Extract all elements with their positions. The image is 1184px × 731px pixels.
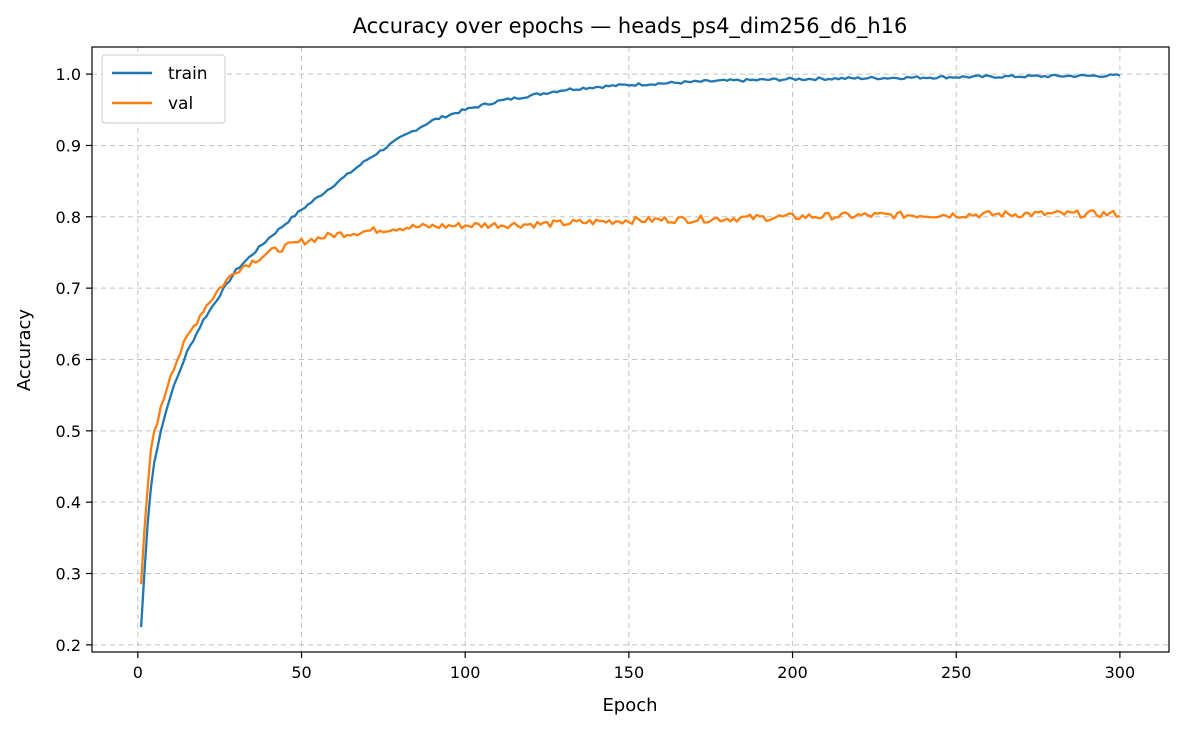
x-tick-label: 300	[1105, 663, 1136, 682]
y-tick-label: 0.8	[56, 208, 81, 227]
x-tick-label: 0	[133, 663, 143, 682]
x-axis-label: Epoch	[602, 695, 657, 716]
y-tick-label: 1.0	[56, 65, 81, 84]
x-tick-label: 150	[614, 663, 645, 682]
x-tick-label: 100	[450, 663, 481, 682]
y-tick-label: 0.3	[56, 565, 81, 584]
plot-frame	[91, 46, 1170, 653]
ticks-layer: 0 50 100 150 200 250 300 0.2 0.3 0.4 0.5 0.6 0.7 0.8 0…	[56, 65, 1136, 682]
x-tick-label: 200	[777, 663, 808, 682]
lines-layer	[139, 73, 1121, 628]
x-tick-label: 50	[291, 663, 311, 682]
series-line-train	[139, 73, 1121, 628]
y-tick-label: 0.6	[56, 350, 81, 369]
grid-layer	[92, 47, 1169, 652]
y-tick-label: 0.5	[56, 422, 81, 441]
y-tick-label: 0.4	[56, 493, 81, 512]
legend: train val	[101, 54, 226, 124]
chart-title: Accuracy over epochs — heads_ps4_dim256_…	[353, 14, 908, 39]
y-tick-label: 0.2	[56, 636, 81, 655]
legend-train-label: train	[168, 64, 208, 84]
legend-val-label: val	[168, 94, 193, 114]
series-line-val	[139, 209, 1121, 585]
y-axis-label: Accuracy	[14, 309, 35, 392]
x-tick-label: 250	[941, 663, 972, 682]
y-tick-label: 0.7	[56, 279, 81, 298]
y-tick-label: 0.9	[56, 136, 81, 155]
